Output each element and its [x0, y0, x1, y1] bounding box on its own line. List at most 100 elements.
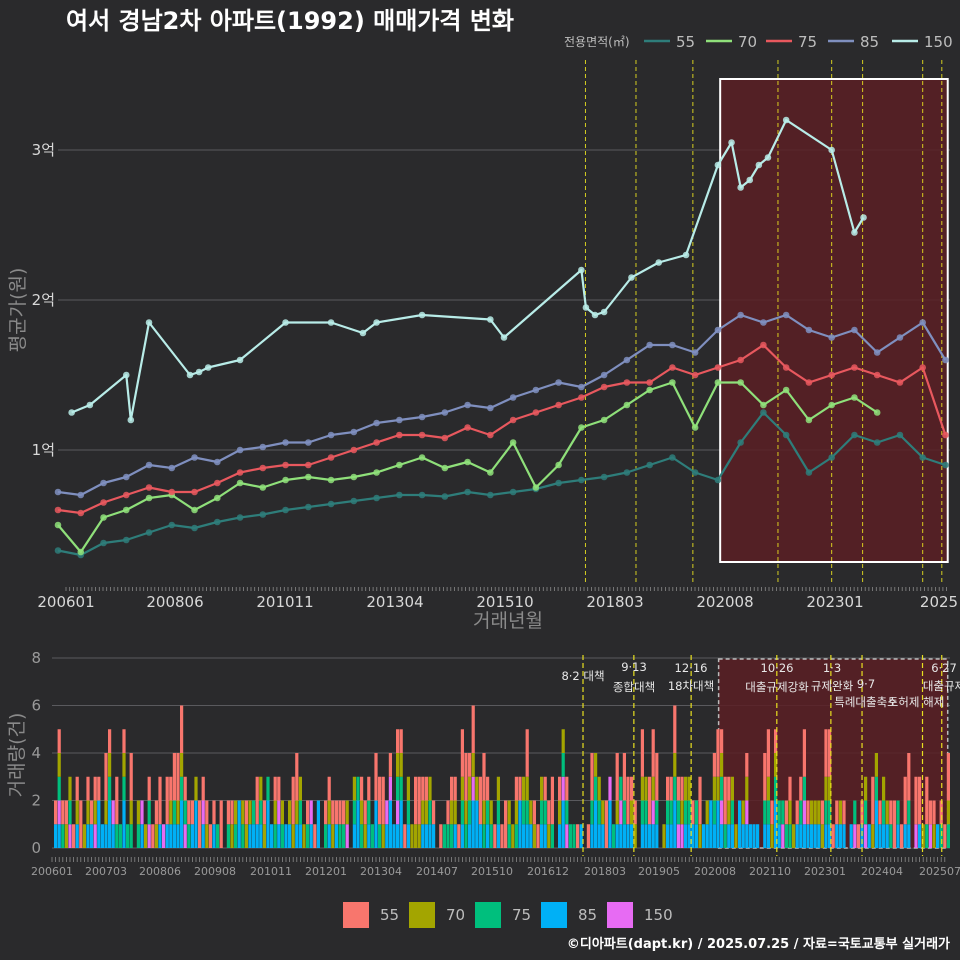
bar-85 [421, 824, 425, 848]
bar-75 [572, 824, 576, 848]
point-150-13 [418, 311, 426, 319]
bar-55 [640, 729, 644, 777]
bar-70 [529, 800, 533, 825]
bar-70 [828, 776, 832, 801]
bar-150 [651, 800, 655, 825]
bar-75 [396, 776, 400, 801]
bar-70 [597, 776, 601, 801]
point-85-34 [828, 334, 835, 341]
y-tick-0: 1억 [32, 441, 55, 459]
point-70-15 [396, 461, 403, 469]
point-70-20 [509, 439, 517, 446]
point-55-17 [441, 493, 449, 500]
bar-75 [694, 800, 698, 825]
bar-x-tick-15: 202404 [861, 865, 903, 878]
bar-55 [946, 753, 950, 801]
bar-55 [914, 776, 918, 825]
point-70-1 [77, 548, 85, 556]
point-55-4 [145, 529, 153, 536]
bar-150 [471, 776, 475, 801]
point-70-18 [464, 458, 471, 466]
bar-85 [799, 824, 803, 848]
point-70-29 [714, 379, 722, 386]
series-line-55 [57, 411, 946, 557]
bar-55 [450, 776, 454, 801]
bar-75 [352, 800, 356, 825]
bar-70 [471, 753, 475, 777]
bar-85 [918, 824, 922, 848]
bar-55 [590, 753, 594, 801]
point-85-5 [168, 464, 176, 472]
point-55-36 [873, 439, 881, 446]
bar-150 [914, 824, 918, 848]
bar-85 [878, 824, 882, 848]
point-70-31 [760, 401, 767, 409]
bar-75 [712, 800, 716, 825]
bar-70 [129, 800, 133, 825]
point-70-27 [669, 379, 676, 386]
point-85-29 [714, 326, 722, 334]
bar-55 [75, 776, 79, 801]
series-lines [54, 116, 949, 559]
bar-85 [752, 824, 756, 848]
bar-55 [306, 800, 310, 825]
bar-75 [507, 824, 511, 848]
x-tick-6: 202008 [696, 593, 753, 611]
point-85-14 [373, 419, 380, 427]
point-85-20 [509, 394, 517, 401]
bar-55 [226, 800, 230, 825]
bar-55 [504, 800, 508, 848]
x-tick-5: 201803 [586, 593, 643, 611]
point-75-25 [623, 379, 631, 386]
bar-75 [644, 800, 648, 825]
point-85-31 [760, 319, 767, 326]
point-55-25 [623, 469, 631, 476]
bar-75 [482, 824, 486, 848]
bar-y-tick-2: 4 [31, 744, 41, 762]
bar-55 [338, 800, 342, 825]
point-75-2 [100, 499, 107, 506]
point-75-34 [828, 371, 835, 379]
bar-75 [687, 800, 691, 825]
point-85-12 [327, 431, 335, 439]
bar-55 [745, 753, 749, 777]
bar-75 [640, 800, 644, 825]
point-150-29 [782, 116, 790, 124]
point-85-8 [236, 446, 244, 454]
point-150-10 [327, 319, 335, 326]
bar-55 [500, 824, 504, 848]
bar-75 [597, 800, 601, 825]
bar-55 [799, 776, 803, 801]
bar-55 [180, 705, 184, 753]
bar-x-tick-1: 200703 [85, 865, 127, 878]
bar-70 [730, 776, 734, 801]
x-tick-7: 202301 [806, 593, 863, 611]
bottom-legend-label-85: 85 [578, 906, 597, 924]
bar-85 [284, 824, 288, 848]
bar-55 [172, 753, 176, 801]
bar-55 [536, 824, 540, 848]
point-55-32 [782, 431, 790, 439]
series-85 [54, 311, 949, 499]
bar-85 [90, 824, 94, 848]
point-55-34 [828, 454, 835, 461]
point-75-20 [509, 416, 517, 424]
bar-70 [298, 776, 302, 801]
bar-75 [828, 800, 832, 825]
point-75-12 [327, 454, 335, 461]
bar-85 [810, 824, 814, 848]
point-85-15 [396, 416, 403, 424]
bar-85 [180, 800, 184, 848]
bar-55 [460, 729, 464, 777]
point-70-33 [805, 416, 813, 424]
line-chart-ticks: 1억 2억 3억 200601 200806 201011 201304 201510 2018… [32, 141, 958, 611]
bar-55 [262, 800, 266, 825]
bar-85 [896, 824, 900, 848]
bar-85 [295, 824, 299, 848]
bar-55 [417, 776, 421, 825]
point-55-23 [578, 476, 585, 484]
bar-55 [165, 776, 169, 825]
bar-55 [720, 729, 724, 753]
point-75-16 [418, 431, 426, 439]
bar-70 [75, 800, 79, 825]
